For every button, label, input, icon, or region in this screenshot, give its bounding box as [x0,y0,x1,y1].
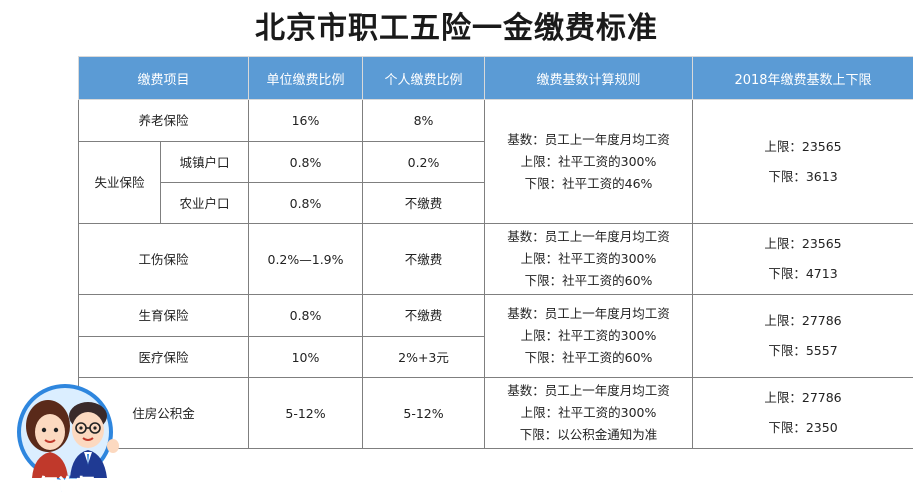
header-row: 缴费项目 单位缴费比例 个人缴费比例 缴费基数计算规则 2018年缴费基数上下限 [77,56,913,100]
woman-body-icon [32,452,68,478]
limit-lower: 下限：5557 [768,343,838,358]
table-row: 住房公积金 5-12% 5-12% 基数：员工上一年度月均工资 上限：社平工资的… [77,377,913,449]
header-personal-rate: 个人缴费比例 [362,56,486,100]
table-row: 生育保险 0.8% 不缴费 基数：员工上一年度月均工资 上限：社平工资的300%… [77,294,913,378]
limit-cell: 上限：27786 下限：2350 [692,377,913,449]
rule-base: 基数：员工上一年度月均工资 [507,306,670,321]
rule-cell: 基数：员工上一年度月均工资 上限：社平工资的300% 下限：以公积金通知为准 [484,377,694,449]
item-name: 失业保险 [78,141,161,224]
personal-rate: 不缴费 [362,223,486,295]
rule-base: 基数：员工上一年度月均工资 [507,383,670,398]
page-title: 北京市职工五险一金缴费标准 [255,11,658,46]
employer-rate: 16% [248,99,364,142]
woman-face-icon [35,414,65,450]
header-item: 缴费项目 [77,56,250,100]
item-name: 工伤保险 [77,223,250,295]
limit-upper: 上限：23565 [764,236,842,251]
employer-rate: 10% [248,336,364,378]
rule-lower: 下限：社平工资的60% [524,350,653,365]
limit-cell: 上限：23565 下限：4713 [692,223,913,295]
rule-lower: 下限：以公积金通知为准 [519,427,658,442]
item-name: 医疗保险 [77,336,250,378]
table-row: 失业保险 城镇户口 0.8% 0.2% [78,141,913,224]
limit-cell: 上限：27786 下限：5557 [692,294,913,378]
table-row: 工伤保险 0.2%—1.9% 不缴费 基数：员工上一年度月均工资 上限：社平工资… [77,223,913,295]
employer-rate: 0.2%—1.9% [248,223,364,295]
item-name: 生育保险 [77,294,250,337]
limit-lower: 下限：3613 [768,168,838,184]
limit-cell: 上限：23565 下限：3613 [692,99,913,224]
table-row: 医疗保险 10% 2%+3元 [77,336,913,378]
rule-cell: 基数：员工上一年度月均工资 上限：社平工资的300% 下限：社平工资的60% [484,294,694,378]
rule-base: 基数：员工上一年度月均工资 [507,131,670,147]
header-employer-rate: 单位缴费比例 [248,56,364,100]
sub-item-name: 农业户口 [159,182,250,224]
employer-rate: 0.8% [248,182,364,224]
rule-upper: 上限：社平工资的300% [520,328,657,343]
mascot-logo: 智询师 [17,384,119,496]
item-name: 养老保险 [77,99,250,142]
employer-rate: 5-12% [248,377,364,449]
table-row: 农业户口 0.8% 不缴费 [79,182,913,224]
hand-icon [107,439,119,453]
employer-rate: 0.8% [248,141,364,183]
rule-cell: 基数：员工上一年度月均工资 上限：社平工资的300% 下限：社平工资的46% [484,99,694,224]
rule-upper: 上限：社平工资的300% [520,153,657,169]
header-base-rule: 缴费基数计算规则 [484,56,694,100]
limit-upper: 上限：27786 [764,313,842,328]
header-base-limits: 2018年缴费基数上下限 [692,56,913,100]
rule-lower: 下限：社平工资的46% [524,175,653,191]
employer-rate: 0.8% [248,294,364,337]
limit-lower: 下限：4713 [768,266,838,281]
man-suit-icon [70,450,107,478]
rule-base: 基数：员工上一年度月均工资 [507,229,670,244]
limit-upper: 上限：27786 [764,390,842,405]
logo-text: 智询师 [40,475,94,496]
fee-table: 缴费项目 单位缴费比例 个人缴费比例 缴费基数计算规则 2018年缴费基数上下限… [77,56,913,449]
personal-rate: 5-12% [362,377,486,449]
rule-cell: 基数：员工上一年度月均工资 上限：社平工资的300% 下限：社平工资的60% [484,223,694,295]
limit-upper: 上限：23565 [764,138,842,154]
personal-rate: 不缴费 [362,294,486,337]
limit-lower: 下限：2350 [768,420,838,435]
table-row: 养老保险 16% 8% 基数：员工上一年度月均工资 上限：社平工资的300% 下… [77,99,913,224]
sub-item-name: 城镇户口 [159,141,250,183]
rule-upper: 上限：社平工资的300% [520,405,657,420]
man-face-icon [72,412,104,448]
rule-lower: 下限：社平工资的60% [524,273,653,288]
personal-rate: 2%+3元 [362,336,486,378]
rule-upper: 上限：社平工资的300% [520,251,657,266]
personal-rate: 不缴费 [362,182,486,224]
personal-rate: 0.2% [362,141,486,183]
personal-rate: 8% [362,99,486,142]
